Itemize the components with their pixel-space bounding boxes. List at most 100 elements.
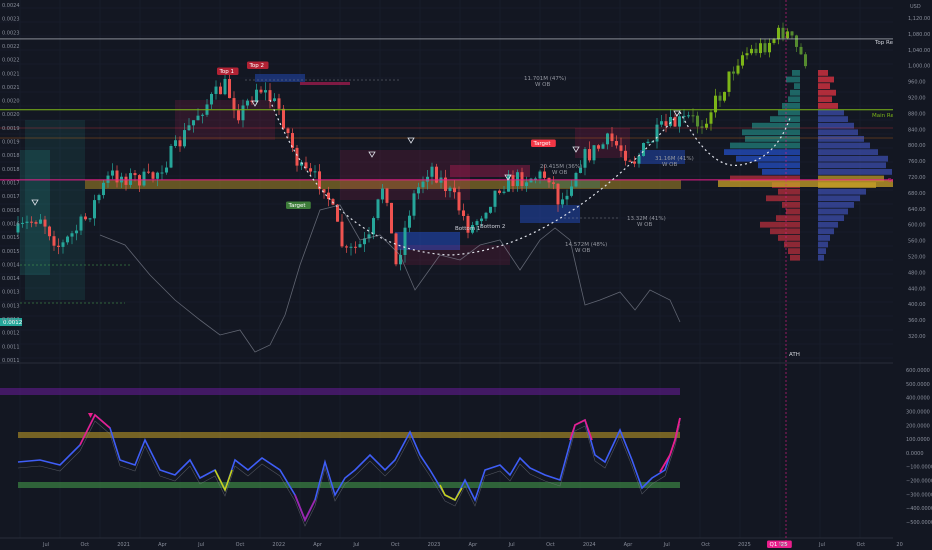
candle-body [664, 121, 668, 126]
left-axis-tick: 0.0011 [2, 358, 20, 364]
oscillator-lower-band [18, 482, 680, 488]
candle-body [255, 89, 258, 102]
signal-triangle [368, 151, 376, 158]
candle-body [246, 100, 249, 106]
ath-label: ATH [789, 352, 800, 358]
candle-body [588, 149, 591, 161]
candle-body [628, 160, 632, 162]
volume-profile-row [784, 241, 800, 248]
right-axis-tick: 440.00 [908, 286, 926, 292]
time-axis-tick: Oct [80, 542, 89, 548]
volume-profile-row [790, 254, 800, 261]
candle-body [579, 167, 582, 173]
time-axis-tick: Oct [856, 542, 865, 548]
volume-profile-row [788, 96, 800, 103]
time-axis-tick: Apr [313, 542, 323, 548]
candle-body [610, 133, 614, 142]
volume-profile-row [818, 122, 854, 129]
candle-body [583, 149, 587, 168]
right-axis-tick: 760.00 [908, 159, 926, 165]
candlestick-series [16, 22, 807, 271]
right-axis-tick: 560.00 [908, 239, 926, 245]
oscillator-axis-tick: 300.0000 [906, 409, 930, 415]
candle-body [777, 27, 780, 40]
left-axis-tick: 0.0014 [2, 276, 20, 282]
right-axis-tick: 1,000.00 [908, 64, 930, 70]
candle-body [147, 171, 150, 173]
candle-body [241, 105, 245, 121]
candle-body [102, 182, 105, 196]
candle-body [372, 218, 375, 235]
candle-body [561, 199, 564, 205]
candle-body [682, 115, 686, 117]
volume-profile-row [818, 89, 836, 96]
candle-body [133, 173, 137, 176]
candle-body [507, 175, 510, 192]
volume-profile-row [788, 248, 800, 254]
volume-profile-row [818, 169, 892, 175]
candle-body [61, 242, 65, 247]
candle-body [462, 210, 465, 216]
signal-triangle [504, 174, 512, 181]
candle-body [642, 142, 645, 157]
left-axis-tick: 0.0013 [2, 303, 20, 309]
cup-curve [269, 99, 681, 256]
cursor-date-badge: Q1 '25 [770, 542, 789, 548]
candle-body [700, 126, 704, 128]
volume-profile-row [818, 228, 834, 235]
candle-body [804, 54, 807, 67]
volume-profile-row [752, 122, 800, 129]
oscillator-line-cold [294, 494, 316, 523]
candle-body [192, 120, 195, 126]
time-axis-tick: 2021 [117, 542, 130, 548]
candle-body [66, 236, 69, 243]
candle-body [678, 116, 681, 127]
supply-zone [175, 100, 275, 140]
time-axis-tick: Apr [779, 542, 789, 548]
candle-body [538, 171, 542, 179]
oscillator-axis-tick: 400.0000 [906, 396, 930, 402]
candle-body [340, 221, 344, 247]
candle-body [48, 226, 51, 237]
candle-body [277, 98, 281, 109]
candle-body [781, 27, 785, 39]
volume-profile [718, 70, 894, 261]
right-axis-tick: 320.00 [908, 334, 926, 340]
left-axis-tick: 0.0022 [2, 58, 20, 64]
candle-body [417, 187, 420, 194]
left-axis-tick: 0.0021 [2, 85, 20, 91]
candle-body [534, 178, 537, 180]
poc-bar [718, 180, 894, 187]
order-block-gold [85, 180, 681, 189]
left-axis-tick: 0.0012 [2, 331, 20, 337]
right-axis-tick: 960.00 [908, 80, 926, 86]
candle-body [354, 246, 357, 248]
volume-profile-row [762, 169, 800, 175]
candle-body [286, 128, 290, 134]
candle-body [655, 124, 659, 142]
candle-body [304, 162, 308, 169]
candle-body [75, 230, 78, 234]
time-axis-tick: 2024 [583, 542, 596, 548]
candle-body [651, 141, 654, 143]
volume-profile-row [778, 109, 800, 116]
left-axis-tick: 0.0019 [2, 140, 20, 146]
signal-triangle [572, 146, 580, 153]
candle-body [106, 175, 110, 183]
candle-body [615, 141, 618, 146]
candle-body [39, 219, 42, 224]
volume-profile-row [730, 175, 800, 182]
volume-profile-row [786, 76, 800, 83]
candle-body [723, 91, 726, 101]
candle-body [426, 176, 429, 182]
candle-body [358, 244, 362, 248]
volume-profile-row [770, 116, 800, 122]
candle-body [466, 215, 470, 233]
candle-body [399, 254, 402, 265]
candle-body [25, 221, 29, 223]
left-axis-tick: 0.0020 [2, 112, 20, 118]
key-level-lines [0, 0, 893, 545]
volume-profile-row [730, 142, 800, 149]
